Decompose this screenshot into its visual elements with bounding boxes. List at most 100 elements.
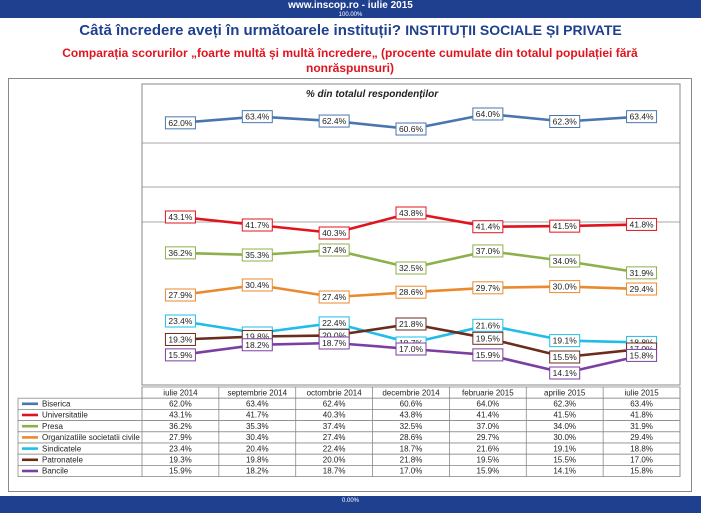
data-label-box: [395, 206, 427, 220]
table-cell: 20.4%: [246, 444, 269, 453]
data-label: 43.1%: [168, 212, 193, 222]
data-label: 27.4%: [322, 292, 347, 302]
table-cell: 18.7%: [323, 467, 346, 476]
table-cell: 19.1%: [553, 444, 576, 453]
data-label-box: [318, 243, 350, 257]
data-label-box: [626, 282, 658, 296]
chart-title: % din totalul respondenților: [306, 89, 439, 100]
table-cell: 64.0%: [477, 400, 500, 409]
data-label-box: [472, 220, 504, 234]
table-row: [17, 464, 681, 477]
data-label: 22.4%: [322, 318, 347, 328]
data-label: 18.8%: [630, 337, 655, 347]
category-label: septembrie 2014: [227, 389, 287, 398]
data-label-box: [164, 210, 196, 224]
data-label: 15.9%: [168, 350, 193, 360]
table-cell: 37.4%: [323, 422, 346, 431]
data-label-box: [549, 219, 581, 233]
data-label: 62.3%: [553, 117, 578, 127]
table-cell: 19.8%: [246, 456, 269, 465]
data-label: 40.3%: [322, 228, 347, 238]
data-label-box: [549, 350, 581, 364]
table-cell: 15.9%: [477, 467, 500, 476]
data-label: 30.4%: [245, 280, 270, 290]
data-label-box: [549, 254, 581, 268]
data-label-box: [241, 110, 273, 124]
table-cell: 63.4%: [630, 400, 653, 409]
data-label: 41.4%: [476, 222, 501, 232]
data-label: 34.0%: [553, 256, 578, 266]
data-label: 37.0%: [476, 246, 501, 256]
table-cell: 15.8%: [630, 467, 653, 476]
table-cell: 15.5%: [553, 456, 576, 465]
data-label: 19.5%: [476, 333, 501, 343]
table-cell: 27.9%: [169, 433, 192, 442]
data-label-box: [241, 218, 273, 232]
data-label-box: [472, 348, 504, 362]
data-label-box: [472, 107, 504, 121]
table-cell: 36.2%: [169, 422, 192, 431]
table-cell: 14.1%: [553, 467, 576, 476]
table-cell: 43.8%: [400, 411, 423, 420]
page-title: Câtă încredere aveți în următoarele inst…: [0, 22, 701, 39]
table-cell: 29.4%: [630, 433, 653, 442]
data-label: 23.4%: [168, 316, 193, 326]
legend-entry: Sindicatele: [42, 444, 82, 453]
data-label-box: [549, 115, 581, 128]
data-label-box: [626, 217, 658, 231]
bottom-banner: 0.00%: [0, 496, 701, 513]
page-subtitle: Comparația scorurilor „foarte multă și m…: [62, 46, 638, 75]
table-row: [17, 442, 681, 455]
table-cell: 29.7%: [477, 433, 500, 442]
table-cell: 21.6%: [477, 444, 500, 453]
data-label-box: [318, 226, 350, 240]
data-label: 21.8%: [399, 319, 424, 329]
category-label: iulie 2015: [624, 389, 659, 398]
table-cell: 17.0%: [630, 456, 653, 465]
table-cell: 27.4%: [323, 433, 346, 442]
table-cell: 62.3%: [553, 400, 576, 409]
title-question: Câtă încredere aveți în următoarele inst…: [79, 22, 402, 39]
data-label-box: [241, 278, 273, 292]
table-row: [17, 408, 681, 421]
data-label-box: [395, 342, 427, 356]
bottom-percent: 0.00%: [341, 498, 359, 504]
data-label: 29.4%: [630, 284, 655, 294]
table-cell: 31.9%: [630, 422, 653, 431]
data-label: 28.6%: [399, 287, 424, 297]
table-cell: 22.4%: [323, 444, 346, 453]
table-cell: 40.3%: [323, 411, 346, 420]
data-label-box: [395, 317, 427, 331]
table-cell: 62.0%: [169, 400, 192, 409]
data-label-box: [164, 288, 196, 302]
table-cell: 21.8%: [400, 456, 423, 465]
data-label: 36.2%: [168, 248, 193, 258]
data-label: 41.5%: [553, 221, 578, 231]
data-label: 62.0%: [168, 118, 193, 128]
table-cell: 60.6%: [400, 400, 423, 409]
category-label: iulie 2014: [163, 389, 198, 398]
data-label: 17.0%: [399, 344, 424, 354]
data-label-box: [395, 122, 427, 136]
legend-entry: Biserica: [42, 400, 71, 409]
legend-entry: Organizatiile societatii civile: [42, 433, 140, 442]
data-label: 35.3%: [245, 250, 270, 260]
data-label: 20.0%: [322, 330, 347, 340]
legend-entry: Presa: [42, 422, 63, 431]
table-cell: 18.8%: [630, 444, 653, 453]
data-label-box: [549, 366, 581, 380]
data-label-box: [164, 246, 196, 260]
data-label: 31.9%: [630, 268, 655, 278]
table-cell: 34.0%: [553, 422, 576, 431]
data-label: 19.8%: [245, 332, 270, 342]
data-label-box: [318, 290, 350, 304]
table-cell: 30.4%: [246, 433, 269, 442]
data-label-box: [549, 334, 581, 348]
data-label-box: [164, 314, 196, 328]
table-cell: 43.1%: [169, 411, 192, 420]
data-label: 63.4%: [630, 112, 655, 122]
table-cell: 63.4%: [246, 400, 269, 409]
table-cell: 35.3%: [246, 422, 269, 431]
category-label: februarie 2015: [462, 389, 514, 398]
data-label-box: [318, 336, 350, 350]
